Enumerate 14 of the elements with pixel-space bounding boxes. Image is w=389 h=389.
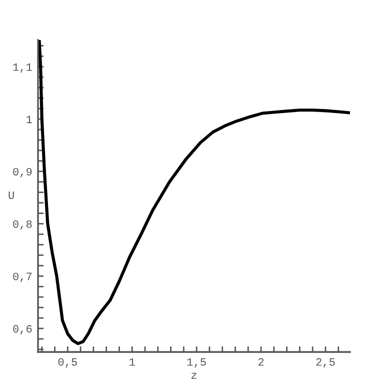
x-tick-label: 2,5 <box>316 358 335 368</box>
y-tick-label: 0,6 <box>13 325 32 334</box>
y-axis-title: U <box>8 192 14 199</box>
y-tick-label: 0,8 <box>13 220 32 230</box>
x-tick-label: 1 <box>130 358 135 366</box>
y-tick-label: 1 <box>26 116 32 124</box>
y-tick-label: 0,7 <box>13 272 32 282</box>
x-tick-label: 0,5 <box>58 358 77 368</box>
y-tick-label: 1,1 <box>13 63 32 73</box>
y-tick-label: 0,9 <box>13 168 32 178</box>
x-tick-label: 2 <box>258 358 264 366</box>
line-series <box>38 40 350 346</box>
x-tick-label: 1,5 <box>187 358 206 368</box>
x-axis-title: z <box>191 372 196 379</box>
